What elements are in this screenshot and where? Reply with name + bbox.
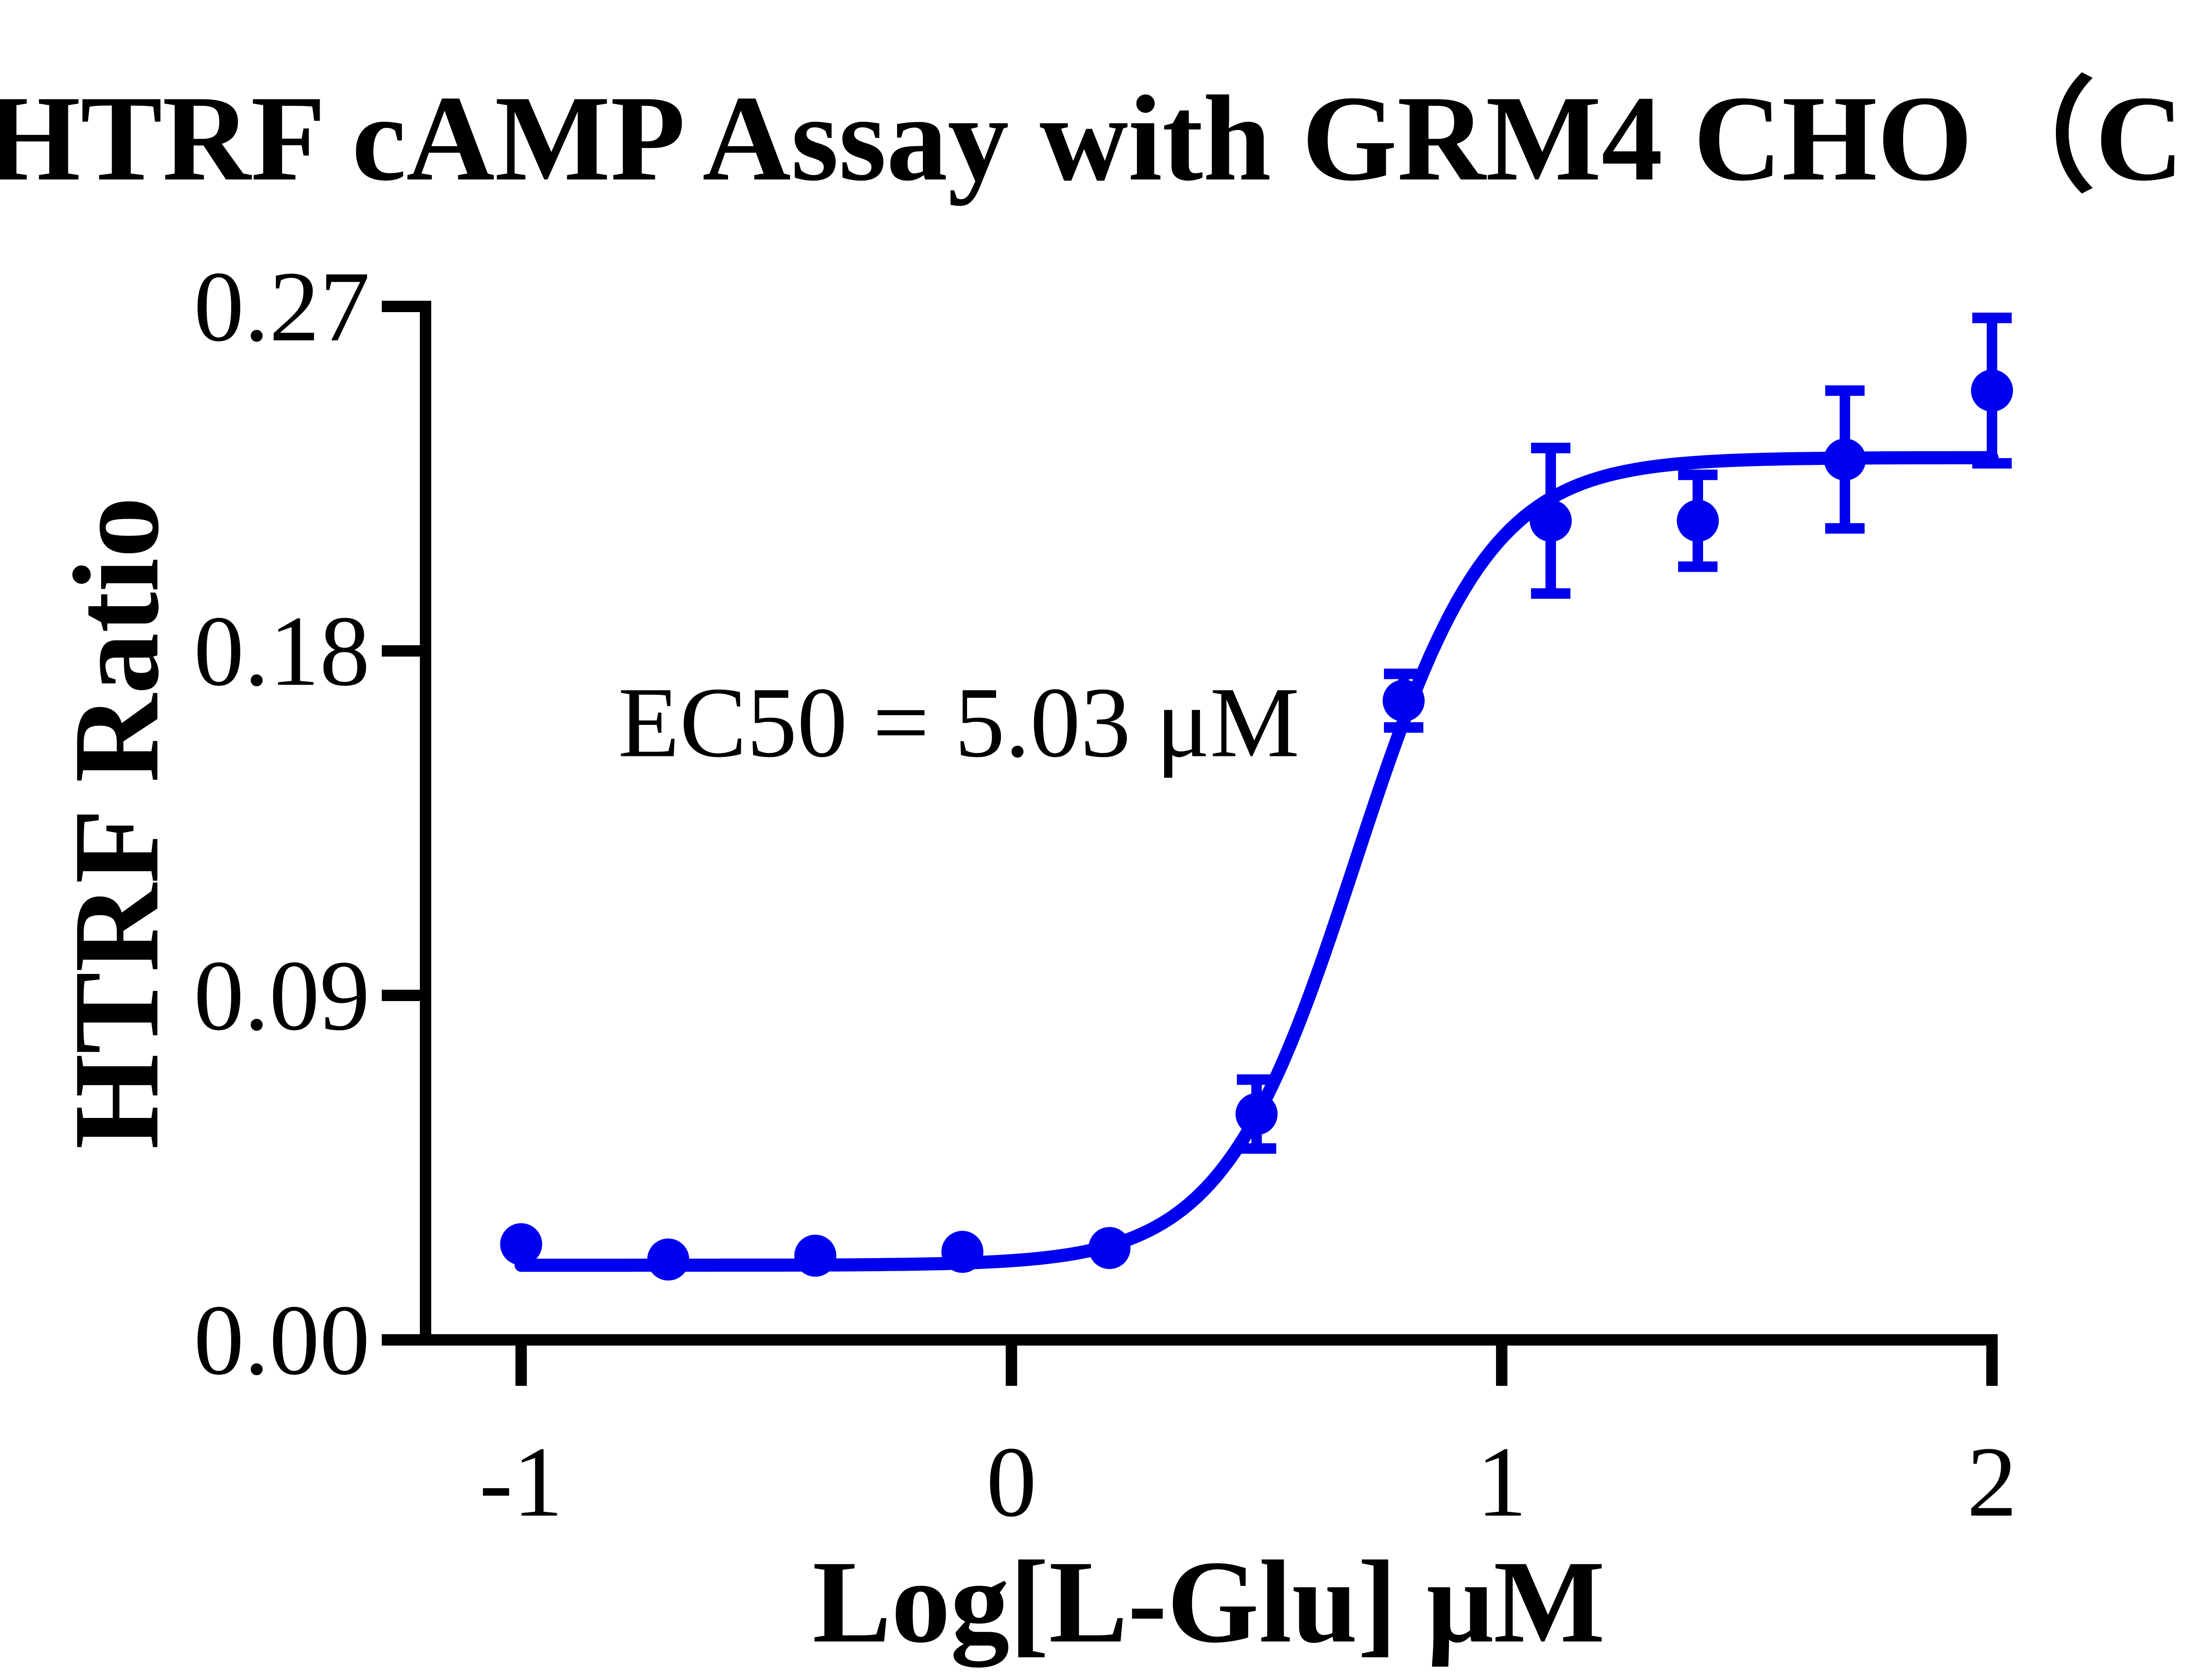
x-tick-label: 2 (1967, 1426, 2017, 1538)
tick-labels: 0.00 0.09 0.18 0.27 -1 0 1 2 (194, 251, 2017, 1538)
data-point-marker (1824, 438, 1866, 481)
data-point-marker (1235, 1093, 1278, 1135)
x-tick-label: -1 (479, 1426, 563, 1538)
data-point-marker (1677, 499, 1719, 542)
data-point-marker (647, 1238, 690, 1281)
tick-marks (382, 301, 1998, 1386)
data-point-marker (1971, 369, 2013, 412)
y-tick-label: 0.09 (194, 940, 370, 1051)
y-tick-label: 0.27 (194, 251, 370, 362)
data-point-marker (500, 1223, 542, 1265)
data-point-marker (1088, 1227, 1131, 1269)
error-bars (1237, 313, 2012, 1154)
data-points (500, 369, 2013, 1281)
x-axis-title: Log[L-Glu] μM (813, 1536, 1605, 1669)
data-point-marker (794, 1234, 837, 1277)
x-tick-label: 1 (1477, 1426, 1527, 1538)
y-tick-label: 0.18 (194, 595, 370, 707)
y-tick-label: 0.00 (194, 1284, 370, 1396)
ec50-annotation: EC50 = 5.03 μM (618, 667, 1299, 778)
data-point-marker (1383, 679, 1425, 722)
x-tick-label: 0 (986, 1426, 1037, 1538)
data-point-marker (1530, 499, 1572, 542)
chart-title: HTRF cAMP Assay with GRM4 CHO（C12） (0, 70, 2189, 206)
data-point-marker (941, 1230, 984, 1273)
y-axis-title: HTRF Ratio (48, 497, 184, 1149)
